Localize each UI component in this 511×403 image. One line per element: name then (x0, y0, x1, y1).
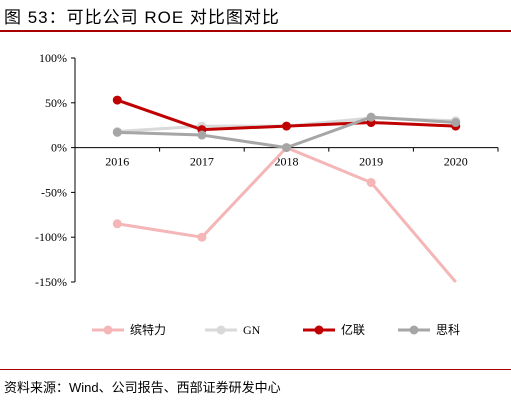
source-rule (0, 369, 511, 370)
roe-line-chart: 100% 50% 0% -50% -100% -150% 2016 2017 2018 2019 2… (35, 51, 499, 337)
source-note: 资料来源：Wind、公司报告、西部证券研发中心 (4, 380, 281, 395)
legend-swatch-marker (216, 325, 226, 335)
y-tick-label: 100% (39, 51, 67, 65)
legend-label: 亿联 (341, 322, 365, 337)
legend-swatch-marker (409, 325, 419, 335)
series-point (282, 121, 291, 131)
title-rule (0, 30, 511, 32)
series-point (197, 130, 207, 140)
x-tick-label: 2017 (190, 155, 214, 169)
series-point (366, 112, 376, 122)
y-tick-label: 50% (45, 96, 67, 110)
x-tick-label: 2016 (105, 155, 129, 169)
series-point (366, 178, 376, 188)
y-tick-label: -50% (41, 185, 67, 199)
series-point (282, 143, 291, 153)
legend-label: GN (243, 323, 261, 337)
legend-label: 思科 (436, 323, 460, 337)
x-tick-label: 2018 (275, 155, 299, 169)
series-point (112, 95, 122, 105)
y-tick-label: -100% (35, 230, 67, 244)
figure-title: 图 53：可比公司 ROE 对比图对比 (4, 8, 280, 27)
x-tick-label: 2020 (444, 155, 468, 169)
legend-swatch-marker (103, 325, 113, 335)
legend-swatch-marker (314, 325, 324, 335)
series-point (112, 219, 122, 229)
legend-label: 缤特力 (130, 322, 166, 337)
series-point (197, 232, 207, 242)
y-tick-label: -150% (35, 275, 67, 289)
y-tick-label: 0% (51, 141, 67, 155)
series-point (451, 118, 461, 128)
x-tick-label: 2019 (359, 155, 383, 169)
series-point (112, 127, 122, 137)
